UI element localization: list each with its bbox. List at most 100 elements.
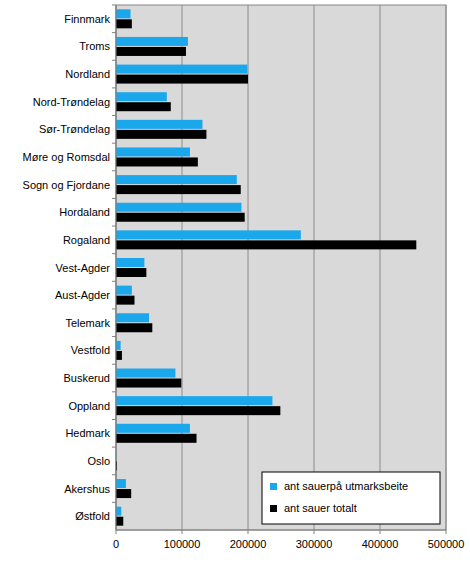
bar: [116, 147, 190, 156]
bar: [116, 406, 280, 415]
bar: [116, 517, 123, 526]
grid-line: [314, 5, 315, 530]
bars: [116, 9, 416, 525]
bar: [116, 37, 188, 46]
bar: [116, 258, 144, 267]
category-label: Nord-Trøndelag: [33, 96, 110, 108]
bar: [116, 65, 247, 74]
bar: [116, 157, 198, 166]
bar: [116, 507, 121, 516]
bar: [116, 286, 132, 295]
tick: [112, 308, 116, 309]
chart: FinnmarkTromsNordlandNord-TrøndelagSør-T…: [0, 0, 470, 573]
bar: [116, 230, 301, 239]
category-label: Oppland: [68, 400, 110, 412]
y-axis: [116, 5, 117, 530]
x-axis: [116, 530, 446, 531]
bar: [116, 379, 181, 388]
bar: [116, 424, 190, 433]
category-label: Aust-Agder: [55, 289, 110, 301]
category-label: Sør-Trøndelag: [39, 123, 110, 135]
tick-label: 500000: [428, 538, 465, 550]
category-label: Hedmark: [65, 427, 110, 439]
category-label: Oslo: [87, 455, 110, 467]
category-label: Sogn og Fjordane: [23, 179, 110, 191]
tick: [112, 32, 116, 33]
bar: [116, 120, 202, 129]
bar: [116, 489, 131, 498]
tick: [112, 198, 116, 199]
tick: [112, 60, 116, 61]
tick: [116, 530, 117, 534]
bar: [116, 102, 171, 111]
category-label: Østfold: [75, 510, 110, 522]
tick: [112, 502, 116, 503]
tick: [112, 253, 116, 254]
tick: [112, 281, 116, 282]
bar: [116, 479, 126, 488]
category-label: Buskerud: [64, 372, 110, 384]
tick: [112, 115, 116, 116]
category-label: Finnmark: [64, 13, 110, 25]
category-label: Telemark: [65, 317, 110, 329]
tick: [112, 447, 116, 448]
tick: [112, 419, 116, 420]
tick: [112, 391, 116, 392]
legend-label: ant sauer totalt: [284, 502, 357, 514]
bar: [116, 175, 237, 184]
tick: [112, 226, 116, 227]
bar: [116, 203, 241, 212]
bar: [116, 92, 167, 101]
legend-box: [262, 472, 440, 524]
bar: [116, 351, 122, 360]
legend: ant sauerpå utmarksbeite ant sauer totalt: [262, 472, 440, 524]
bar: [116, 434, 197, 443]
bar: [116, 396, 272, 405]
tick: [380, 530, 381, 534]
bar: [116, 19, 132, 28]
category-label: Troms: [79, 40, 110, 52]
category-label: Rogaland: [63, 234, 110, 246]
tick: [248, 530, 249, 534]
tick-label: 300000: [296, 538, 333, 550]
tick-label: 100000: [164, 538, 201, 550]
legend-label: ant sauerpå utmarksbeite: [284, 480, 408, 492]
tick-label: 400000: [362, 538, 399, 550]
bar: [116, 296, 134, 305]
plot-area: [116, 5, 446, 530]
category-label: Vestfold: [71, 344, 110, 356]
category-label: Hordaland: [59, 206, 110, 218]
grid-line: [380, 5, 381, 530]
tick-label: 200000: [230, 538, 267, 550]
bar: [116, 47, 186, 56]
tick: [112, 170, 116, 171]
tick: [112, 336, 116, 337]
bar: [116, 213, 245, 222]
tick: [314, 530, 315, 534]
bar: [116, 341, 121, 350]
bar: [116, 240, 416, 249]
category-label: Vest-Agder: [56, 262, 111, 274]
category-label: Møre og Romsdal: [23, 151, 110, 163]
category-label: Akershus: [64, 483, 110, 495]
tick: [112, 87, 116, 88]
bar: [116, 75, 248, 84]
bar: [116, 130, 206, 139]
bar: [116, 268, 146, 277]
tick: [112, 143, 116, 144]
tick: [446, 530, 447, 534]
bar: [116, 323, 152, 332]
tick: [112, 364, 116, 365]
tick: [112, 5, 116, 6]
legend-swatch: [270, 505, 277, 512]
tick: [182, 530, 183, 534]
bar: [116, 9, 131, 18]
bar: [116, 369, 175, 378]
grid-line: [446, 5, 447, 530]
tick: [112, 474, 116, 475]
grid-line: [248, 5, 249, 530]
grid-line: [182, 5, 183, 530]
tick-label: 0: [113, 538, 119, 550]
bar: [116, 185, 241, 194]
legend-swatch: [270, 483, 277, 490]
